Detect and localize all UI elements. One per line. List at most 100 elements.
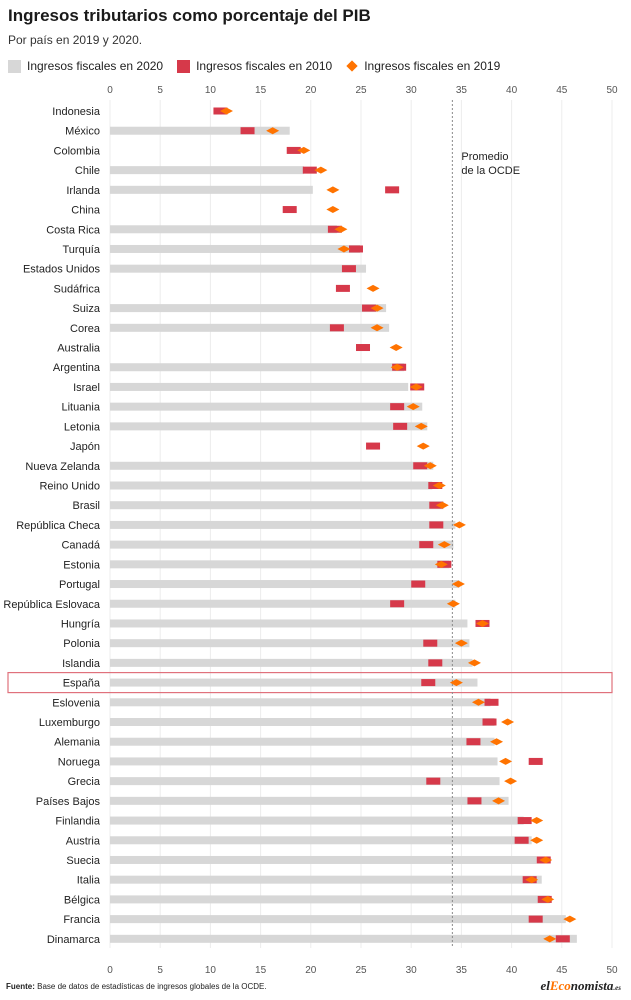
source-text: Base de datos de estadísticas de ingreso… — [34, 982, 267, 991]
x-tick-label-bottom: 45 — [556, 965, 568, 976]
brand-logo: elEconomista.es — [540, 978, 621, 994]
bar-2020 — [110, 461, 434, 470]
brand-pre: el — [540, 978, 550, 993]
x-tick-label-top: 30 — [406, 85, 418, 96]
marker-2010 — [514, 836, 529, 844]
category-label: China — [71, 205, 101, 217]
marker-2019 — [530, 836, 544, 844]
legend-label-2019: Ingresos fiscales en 2019 — [364, 59, 501, 73]
gray-bar-swatch-icon — [8, 59, 21, 73]
marker-2010 — [393, 422, 408, 430]
marker-2019 — [266, 127, 280, 135]
bar-2020 — [110, 718, 495, 727]
category-label: Grecia — [68, 776, 101, 788]
marker-2010 — [286, 146, 301, 154]
x-tick-label-bottom: 35 — [456, 965, 468, 976]
bar-2020 — [110, 560, 450, 569]
marker-2010 — [413, 462, 428, 470]
bar-2020 — [110, 185, 313, 194]
bar-2020 — [110, 875, 542, 884]
marker-2019 — [471, 698, 485, 706]
marker-2019 — [334, 225, 348, 233]
category-label: Corea — [70, 323, 101, 335]
category-label: Polonia — [63, 638, 101, 650]
bar-2020 — [110, 737, 495, 746]
category-label: España — [63, 678, 101, 690]
bar-2020 — [110, 166, 304, 175]
category-label: Turquía — [62, 244, 100, 256]
x-tick-label-bottom: 0 — [107, 965, 113, 976]
marker-2019 — [314, 166, 328, 174]
chart-title: Ingresos tributarios como porcentaje del… — [8, 6, 371, 25]
oecd-average-label-line2: de la OCDE — [461, 165, 520, 177]
marker-2019 — [390, 363, 404, 371]
red-rect-swatch-icon — [177, 59, 191, 73]
highlight-box — [7, 671, 613, 694]
marker-2010 — [341, 265, 356, 273]
x-tick-label-top: 15 — [255, 85, 267, 96]
category-label: Noruega — [58, 756, 101, 768]
bar-2020 — [110, 836, 532, 845]
category-label: Estados Unidos — [23, 264, 101, 276]
marker-2019 — [366, 284, 380, 292]
marker-2019 — [446, 600, 460, 608]
category-label: Luxemburgo — [39, 717, 100, 729]
x-tick-label-bottom: 20 — [305, 965, 317, 976]
bar-2020 — [110, 777, 500, 786]
marker-2010 — [528, 757, 543, 765]
category-label: Suecia — [66, 855, 101, 867]
marker-2019 — [219, 107, 233, 115]
bar-2020 — [110, 363, 405, 372]
bar-2020 — [110, 658, 473, 667]
bar-2020 — [110, 520, 456, 529]
category-label: Países Bajos — [36, 796, 101, 808]
bar-2020 — [110, 264, 367, 273]
bar-2020 — [110, 540, 454, 549]
marker-2019 — [525, 876, 539, 884]
category-label: Austria — [66, 835, 101, 847]
marker-2019 — [326, 206, 340, 214]
category-label: Nueva Zelanda — [25, 461, 100, 473]
category-label: Irlanda — [66, 185, 101, 197]
bar-2020 — [110, 915, 566, 924]
brand-accent: Eco — [549, 978, 571, 993]
category-label: Reino Unido — [39, 480, 100, 492]
x-tick-label-bottom: 25 — [355, 965, 367, 976]
bar-2020 — [110, 796, 509, 805]
marker-2010 — [282, 206, 297, 214]
marker-2010 — [411, 580, 426, 588]
bar-2020 — [110, 855, 537, 864]
x-tick-label-top: 10 — [205, 85, 217, 96]
x-tick-label-top: 35 — [456, 85, 468, 96]
bar-2020 — [110, 402, 423, 411]
marker-2019 — [326, 186, 340, 194]
x-tick-label-bottom: 5 — [157, 965, 163, 976]
legend-item-2010: Ingresos fiscales en 2010 — [177, 59, 332, 73]
marker-2019 — [490, 738, 504, 746]
marker-2010 — [356, 344, 371, 352]
marker-2019 — [370, 324, 384, 332]
category-label: Letonia — [64, 421, 101, 433]
marker-2010 — [419, 541, 434, 549]
category-label: Hungría — [61, 618, 101, 630]
marker-2010 — [466, 738, 481, 746]
category-label: Israel — [73, 382, 100, 394]
x-tick-label-top: 45 — [556, 85, 568, 96]
bar-2020 — [110, 599, 456, 608]
category-label: Eslovenia — [52, 697, 101, 709]
bar-2020 — [110, 501, 444, 510]
marker-2010 — [240, 127, 255, 135]
category-label: Dinamarca — [47, 934, 101, 946]
marker-2010 — [366, 442, 381, 450]
marker-2010 — [429, 521, 444, 529]
category-label: Islandia — [62, 658, 101, 670]
bar-2020 — [110, 323, 390, 332]
marker-2010 — [482, 718, 497, 726]
marker-2019 — [434, 560, 448, 568]
marker-2010 — [421, 679, 436, 687]
bar-2020 — [110, 678, 478, 687]
marker-2010 — [329, 324, 344, 332]
marker-2019 — [451, 580, 465, 588]
marker-2019 — [435, 501, 449, 509]
